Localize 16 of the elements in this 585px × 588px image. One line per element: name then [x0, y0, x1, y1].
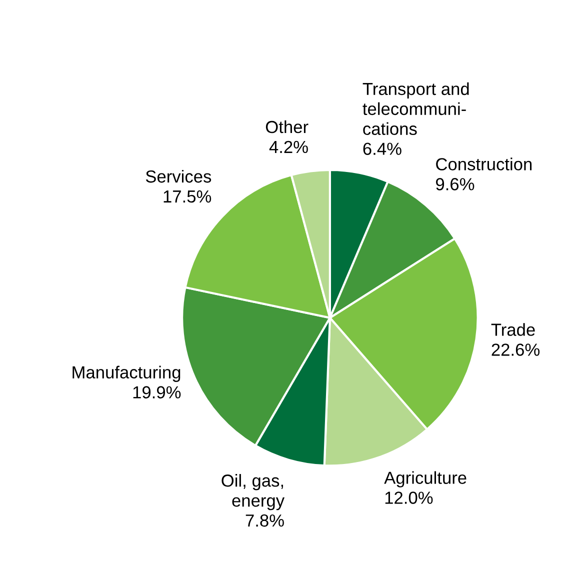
- data-label: 12.0%: [385, 492, 433, 504]
- slice-label: Transport and telecommuni- cations: [362, 82, 469, 136]
- slice-label: Oil, gas, energy: [222, 474, 285, 510]
- slice-label: Services: [146, 170, 212, 183]
- data-label: 19.9%: [133, 386, 181, 398]
- slice-label: Trade: [491, 323, 535, 336]
- slice-label: Other: [266, 120, 308, 134]
- slice-label: Manufacturing: [72, 366, 180, 382]
- data-label: 7.8%: [246, 514, 284, 527]
- data-label: 6.4%: [363, 142, 402, 155]
- slice-label: Construction: [436, 158, 532, 170]
- data-label: 9.6%: [436, 178, 474, 190]
- data-label: 22.6%: [492, 344, 540, 356]
- data-label: 4.2%: [269, 140, 308, 154]
- data-label: 17.5%: [164, 190, 212, 203]
- slice-label: Agriculture: [384, 471, 466, 488]
